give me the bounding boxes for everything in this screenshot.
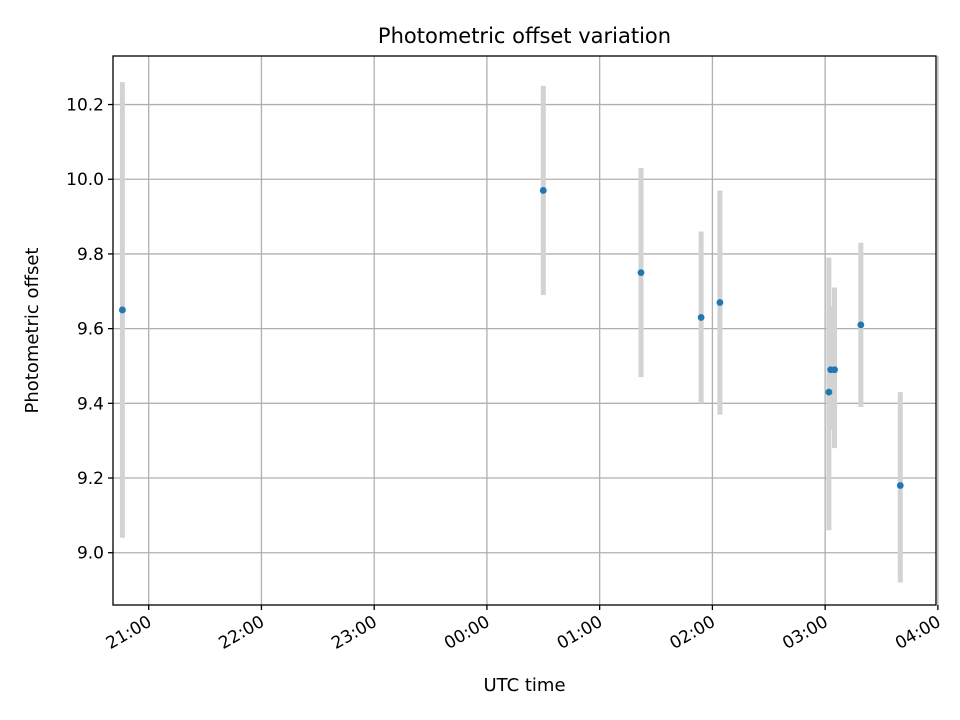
- chart-title: Photometric offset variation: [378, 24, 671, 48]
- plot-frame: [112, 55, 937, 606]
- data-point: [896, 482, 904, 489]
- grid: [113, 56, 939, 605]
- data-point: [716, 299, 724, 306]
- data-point: [637, 269, 645, 277]
- y-axis-label: Photometric offset: [22, 248, 43, 414]
- y-tick-label: 10.0: [66, 170, 104, 190]
- x-axis-label: UTC time: [483, 675, 565, 696]
- data-point: [831, 366, 838, 374]
- y-tick-label: 9.8: [77, 245, 104, 265]
- data-point: [825, 388, 833, 396]
- data-point: [857, 321, 865, 329]
- y-tick-label: 9.2: [77, 469, 104, 489]
- y-tick-label: 10.2: [66, 96, 104, 116]
- y-tick-label: 9.0: [77, 544, 104, 564]
- data-point: [697, 314, 705, 321]
- y-tick-label: 9.4: [77, 394, 104, 414]
- y-tick-label: 9.6: [77, 320, 104, 340]
- y-axis-ticks: 9.0 9.2 9.4 9.6 9.8 10.0 10.2: [66, 96, 113, 564]
- data-point: [118, 306, 126, 314]
- data-points: [118, 187, 904, 489]
- data-point: [539, 187, 547, 194]
